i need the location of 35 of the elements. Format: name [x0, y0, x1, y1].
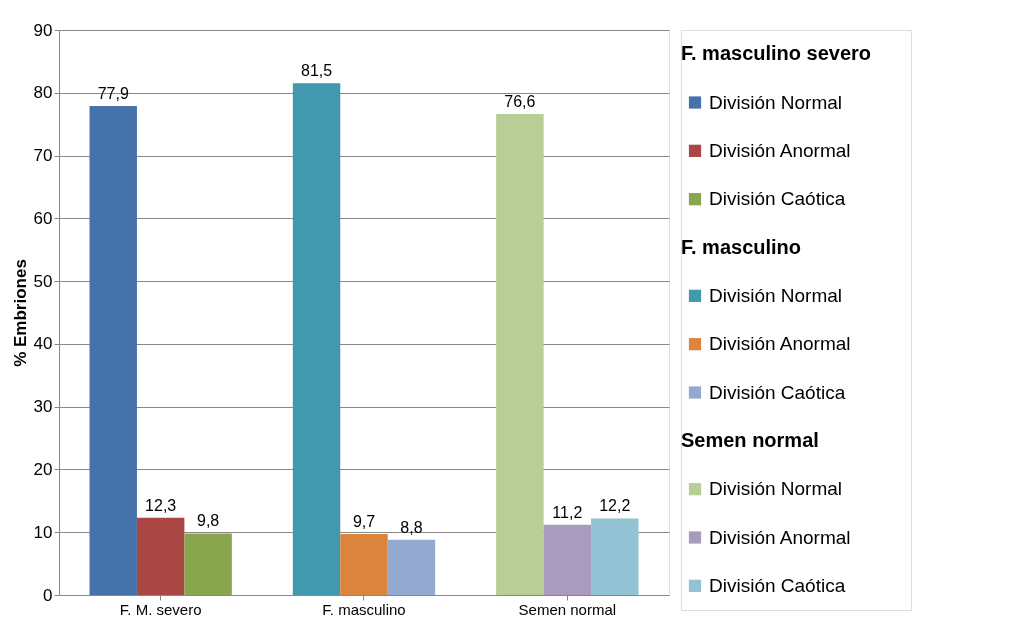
data-label: 77,9 [97, 84, 129, 102]
y-tick-label: 90 [33, 20, 53, 40]
y-tick-label: 40 [33, 334, 53, 354]
x-tick-label: Semen normal [518, 600, 617, 618]
x-tick-label: F. masculino [322, 600, 406, 618]
legend-label: División Caótica [709, 188, 846, 210]
legend-label: División Anormal [709, 139, 851, 161]
data-label: 76,6 [504, 93, 536, 111]
y-tick-label: 80 [33, 83, 53, 103]
y-tick-label: 50 [33, 271, 53, 291]
y-tick-label: 0 [43, 585, 53, 605]
y-tick-label: 60 [33, 208, 53, 228]
legend-label: División Normal [709, 478, 843, 500]
legend-label: División Caótica [709, 574, 846, 596]
data-label: 81,5 [300, 62, 333, 80]
y-tick-label: 20 [33, 459, 53, 479]
text: Semen normal [681, 428, 819, 451]
y-tick-label: 10 [33, 522, 53, 542]
y-tick-label: 30 [33, 397, 53, 417]
y-tick-label: 70 [33, 146, 53, 166]
legend-label: División Anormal [709, 333, 851, 355]
legend-label: División Normal [709, 91, 843, 113]
data-label: 9,7 [352, 513, 376, 531]
text: F. masculino severo [681, 42, 872, 65]
data-label: 12,3 [145, 496, 177, 514]
x-tick-label: F. M. severo [119, 600, 202, 618]
legend-label: División Anormal [709, 526, 851, 548]
text: F. masculino [681, 235, 802, 258]
legend-label: División Normal [709, 284, 843, 306]
legend-label: División Caótica [709, 381, 846, 403]
data-label: 11,2 [552, 503, 583, 521]
data-label: 12,2 [599, 497, 631, 515]
data-label: 8,8 [400, 518, 423, 536]
y-axis-title: % Embriones [10, 259, 30, 367]
data-label: 9,8 [196, 512, 220, 530]
